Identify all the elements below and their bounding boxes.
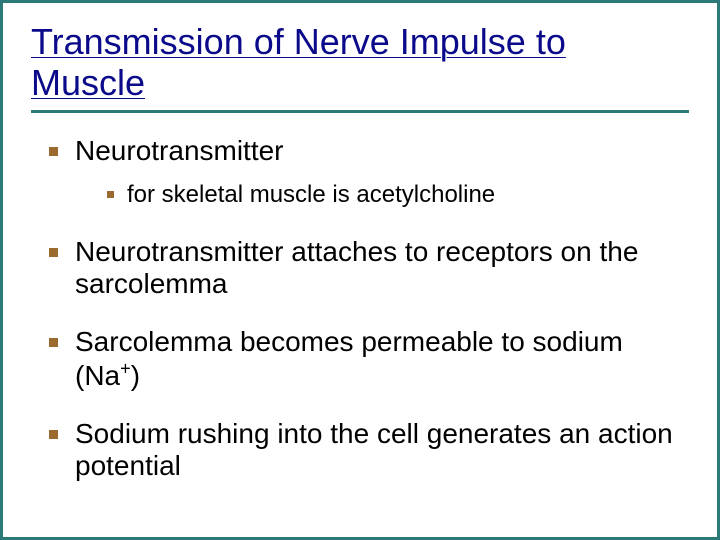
bullet-text: Neurotransmitter attaches to receptors o… <box>75 236 638 299</box>
bullet-item: Sarcolemma becomes permeable to sodium (… <box>41 326 689 392</box>
slide-title: Transmission of Nerve Impulse to Muscle <box>31 21 689 104</box>
bullet-item: Neurotransmitter for skeletal muscle is … <box>41 135 689 210</box>
bullet-item: Neurotransmitter attaches to receptors o… <box>41 236 689 300</box>
sub-bullet-text: for skeletal muscle is acetylcholine <box>127 181 495 208</box>
bullet-text: Neurotransmitter <box>75 135 284 166</box>
sub-bullet-list: for skeletal muscle is acetylcholine <box>75 181 689 210</box>
sub-bullet-item: for skeletal muscle is acetylcholine <box>105 181 689 210</box>
bullet-list: Neurotransmitter for skeletal muscle is … <box>31 135 689 482</box>
title-block: Transmission of Nerve Impulse to Muscle <box>31 21 689 113</box>
bullet-item: Sodium rushing into the cell generates a… <box>41 418 689 482</box>
bullet-text: Sodium rushing into the cell generates a… <box>75 418 673 481</box>
bullet-text: Sarcolemma becomes permeable to sodium (… <box>75 326 623 391</box>
slide-container: Transmission of Nerve Impulse to Muscle … <box>3 3 717 528</box>
